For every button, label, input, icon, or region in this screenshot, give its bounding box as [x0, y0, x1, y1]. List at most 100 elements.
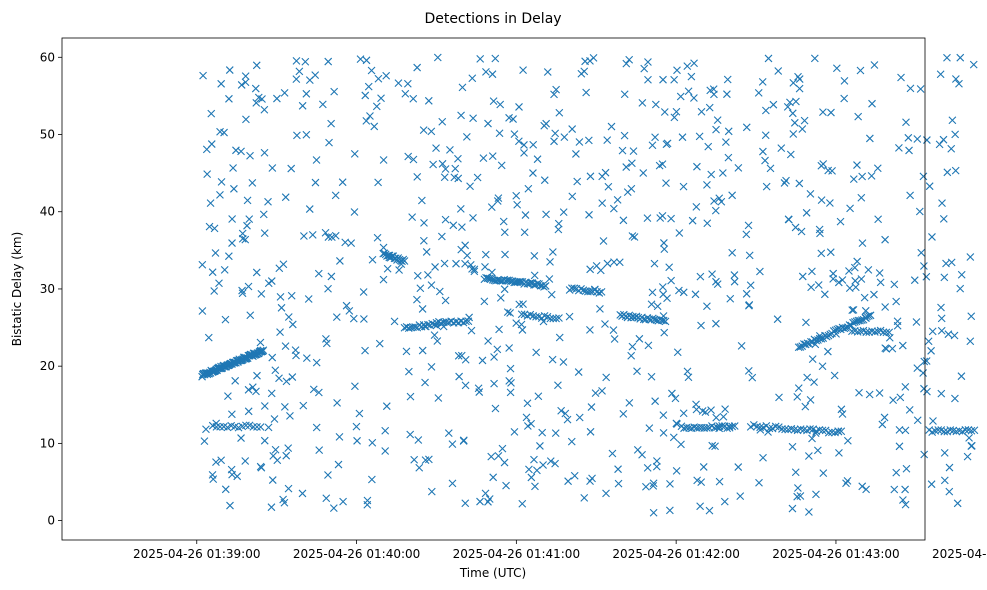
detection-point [523, 399, 532, 408]
detection-point [480, 297, 489, 306]
detection-point [465, 313, 474, 322]
detection-point [820, 290, 829, 299]
detection-point [478, 356, 487, 365]
detection-point [368, 255, 377, 264]
detection-point [248, 179, 257, 187]
detection-point [215, 279, 223, 288]
detection-point [271, 366, 280, 375]
detection-point [211, 249, 220, 257]
detection-point [742, 230, 751, 239]
detection-point [806, 395, 815, 404]
detection-point [551, 129, 560, 138]
detection-point [237, 434, 245, 442]
detection-point [394, 79, 403, 88]
detection-point [467, 326, 476, 335]
detection-point [252, 387, 260, 396]
detection-point [937, 389, 946, 398]
detection-point [579, 286, 588, 295]
chart-title: Detections in Delay [424, 11, 561, 27]
detection-point [756, 267, 764, 276]
detection-point [845, 321, 854, 329]
detection-point [434, 394, 443, 402]
detection-point [590, 285, 599, 294]
detection-point [656, 214, 665, 222]
detection-point [966, 337, 975, 346]
detection-point [748, 373, 757, 382]
detection-point [793, 392, 802, 401]
detection-point [437, 232, 446, 241]
detection-point [494, 451, 503, 460]
detection-point [237, 81, 246, 89]
detection-point [937, 326, 946, 335]
detection-point [868, 99, 876, 108]
detection-point [493, 197, 502, 205]
detection-point [618, 146, 627, 155]
detection-point [586, 325, 594, 334]
detection-point [850, 263, 859, 272]
detection-point [510, 428, 519, 436]
detection-point [810, 54, 819, 63]
detection-point [288, 320, 297, 329]
detection-point [532, 312, 540, 321]
detection-point [527, 473, 536, 482]
detection-point [644, 341, 653, 350]
detection-point [591, 389, 600, 398]
detection-point [945, 487, 954, 496]
detection-point [350, 208, 359, 216]
detection-point [284, 444, 293, 452]
x-tick-label: 2025-04-26 01:41:00 [453, 547, 580, 561]
detection-point [627, 159, 636, 168]
detection-point [312, 423, 321, 432]
detection-point [795, 84, 804, 93]
detection-point [374, 74, 383, 83]
detection-point [529, 140, 538, 149]
detection-point [595, 289, 604, 297]
detection-point [432, 321, 441, 330]
detection-point [670, 113, 679, 122]
detection-point [225, 94, 233, 103]
detection-point [673, 420, 681, 428]
detection-point [715, 477, 724, 486]
detection-point [366, 112, 374, 120]
detection-point [575, 413, 584, 422]
detection-point [929, 417, 937, 425]
detection-point [642, 482, 650, 491]
detection-point [484, 119, 492, 128]
detection-point [904, 133, 913, 142]
detection-point [487, 452, 496, 461]
detection-point [643, 214, 652, 223]
detection-point [458, 83, 467, 92]
detection-point [808, 267, 816, 276]
detection-point [607, 122, 616, 131]
detection-point [401, 89, 410, 98]
detection-point [379, 249, 388, 258]
detection-point [946, 426, 955, 434]
detection-point [935, 140, 944, 149]
detection-point [408, 213, 417, 222]
detection-point [580, 493, 589, 502]
detection-point [945, 463, 954, 472]
detection-point [332, 313, 341, 322]
detection-point [456, 204, 465, 213]
detection-point [519, 300, 527, 309]
detection-point [481, 489, 490, 498]
x-axis: 2025-04-26 01:39:00 2025-04-26 01:40:00 20… [133, 540, 987, 561]
detection-point [645, 424, 654, 433]
detection-point [539, 317, 548, 326]
detection-point [802, 318, 810, 327]
detection-point [446, 145, 454, 154]
detection-point [585, 210, 593, 219]
detection-point [217, 178, 226, 186]
detection-point [322, 339, 331, 348]
detection-point [232, 146, 240, 155]
detection-point [837, 405, 846, 414]
detection-point [333, 398, 341, 407]
detection-point [334, 460, 343, 469]
detection-point [949, 426, 958, 435]
detection-point [788, 109, 797, 118]
detection-point [518, 326, 527, 334]
detection-point [260, 105, 269, 114]
detection-point [940, 273, 949, 282]
detection-point [253, 371, 261, 380]
detection-point [469, 114, 477, 123]
